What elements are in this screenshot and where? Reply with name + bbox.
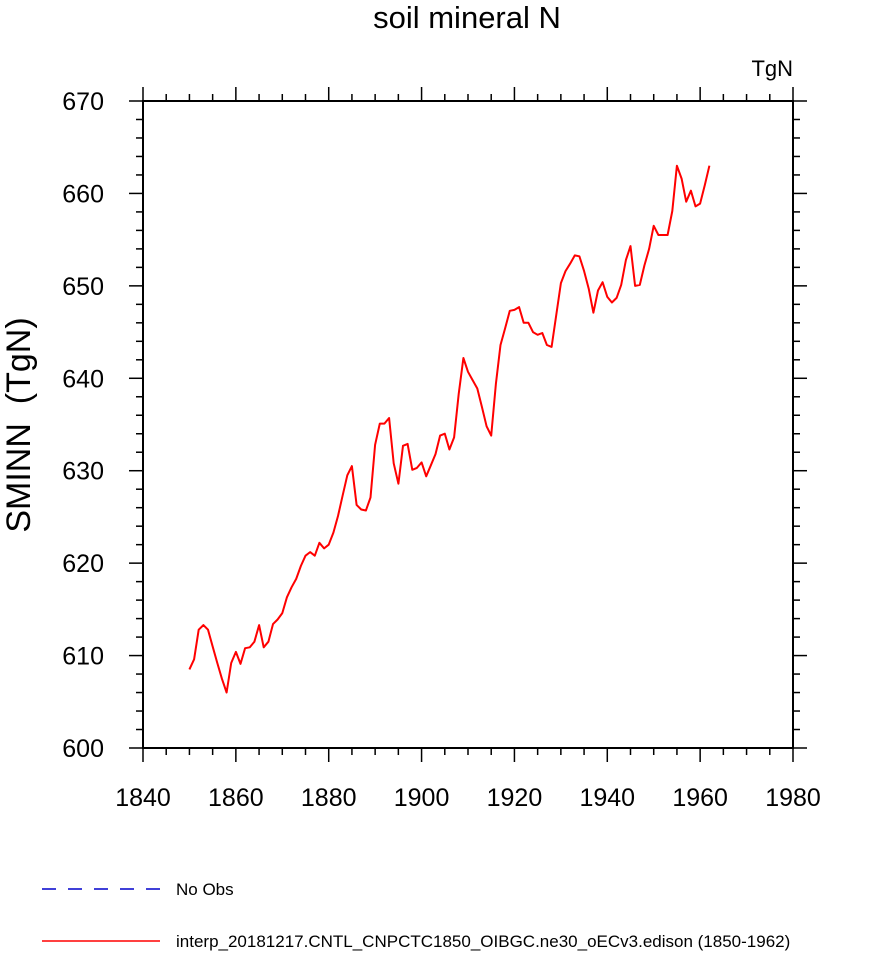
- x-tick-label: 1860: [208, 784, 264, 812]
- x-tick-label: 1940: [579, 784, 635, 812]
- axis-tick-labels: 1840 1860 1880 1900 1920 1940 1960 1980 600 610 62…: [62, 88, 821, 812]
- x-tick-label: 1880: [301, 784, 357, 812]
- y-tick-label: 640: [62, 365, 104, 393]
- series-group: [188, 164, 711, 694]
- units-label: TgN: [751, 56, 793, 81]
- chart-title: soil mineral N: [373, 0, 561, 35]
- x-tick-label: 1920: [487, 784, 543, 812]
- y-tick-label: 600: [62, 735, 104, 763]
- y-tick-label: 670: [62, 88, 104, 116]
- plot-frame: [142, 100, 794, 749]
- x-tick-label: 1960: [672, 784, 728, 812]
- x-tick-label: 1980: [765, 784, 821, 812]
- x-tick-label: 1840: [115, 784, 171, 812]
- y-tick-label: 630: [62, 458, 104, 486]
- axis-ticks: [129, 87, 807, 762]
- y-tick-label: 610: [62, 643, 104, 671]
- legend-lines: [42, 888, 160, 942]
- y-tick-label: 620: [62, 550, 104, 578]
- x-tick-label: 1900: [394, 784, 450, 812]
- y-axis-label: SMINN (TgN): [0, 317, 38, 532]
- series-line-0: [188, 164, 711, 694]
- y-tick-label: 660: [62, 180, 104, 208]
- y-tick-label: 650: [62, 273, 104, 301]
